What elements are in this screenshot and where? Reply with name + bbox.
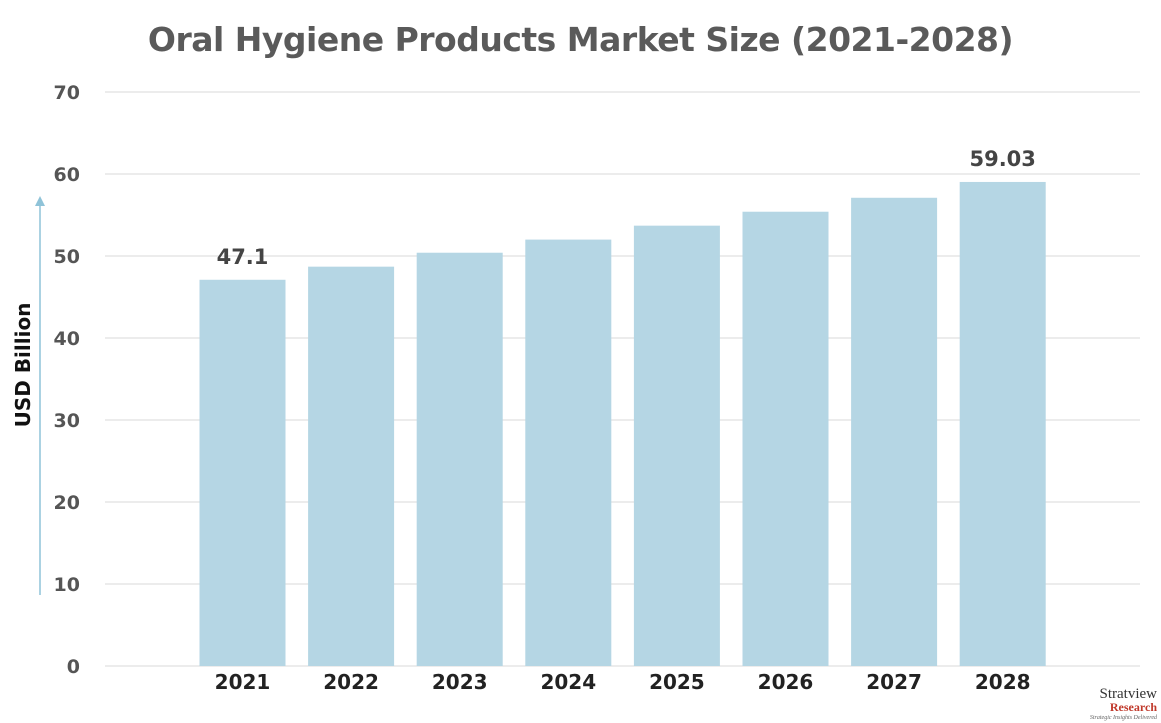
bar-2021 — [199, 279, 286, 666]
bar-2027 — [851, 197, 938, 666]
chart-title: Oral Hygiene Products Market Size (2021-… — [147, 20, 1014, 59]
x-tick-label: 2024 — [540, 670, 596, 694]
arrow-up-icon — [35, 196, 45, 206]
x-tick-label: 2021 — [215, 670, 271, 694]
logo-sub: Research — [1109, 700, 1157, 714]
x-tick-label: 2027 — [866, 670, 922, 694]
logo-name: Stratview — [1099, 686, 1158, 702]
y-tick-label: 40 — [54, 328, 80, 350]
bar-2028 — [959, 181, 1046, 667]
stratview-logo: Stratview Research Strategic Insights De… — [1090, 686, 1157, 721]
x-tick-label: 2022 — [323, 670, 379, 694]
y-axis-label: USD Billion — [11, 303, 35, 428]
y-tick-label: 50 — [54, 246, 80, 268]
bar-2024 — [525, 239, 612, 666]
logo-tagline: Strategic Insights Delivered — [1089, 715, 1157, 721]
y-tick-label: 20 — [54, 492, 80, 514]
bar-2022 — [308, 266, 395, 666]
y-tick-label: 10 — [54, 574, 80, 596]
bar-2023 — [416, 252, 503, 666]
x-tick-label: 2025 — [649, 670, 705, 694]
x-tick-label: 2023 — [432, 670, 488, 694]
y-tick-label: 30 — [54, 410, 80, 432]
data-label: 47.1 — [217, 245, 269, 269]
y-tick-label: 0 — [67, 656, 80, 678]
x-tick-label: 2026 — [758, 670, 814, 694]
x-tick-label: 2028 — [975, 670, 1031, 694]
data-label: 59.03 — [969, 147, 1035, 171]
bar-2026 — [742, 211, 829, 666]
bar-2025 — [633, 225, 720, 666]
y-tick-label: 60 — [54, 164, 80, 186]
y-tick-label: 70 — [54, 82, 80, 104]
